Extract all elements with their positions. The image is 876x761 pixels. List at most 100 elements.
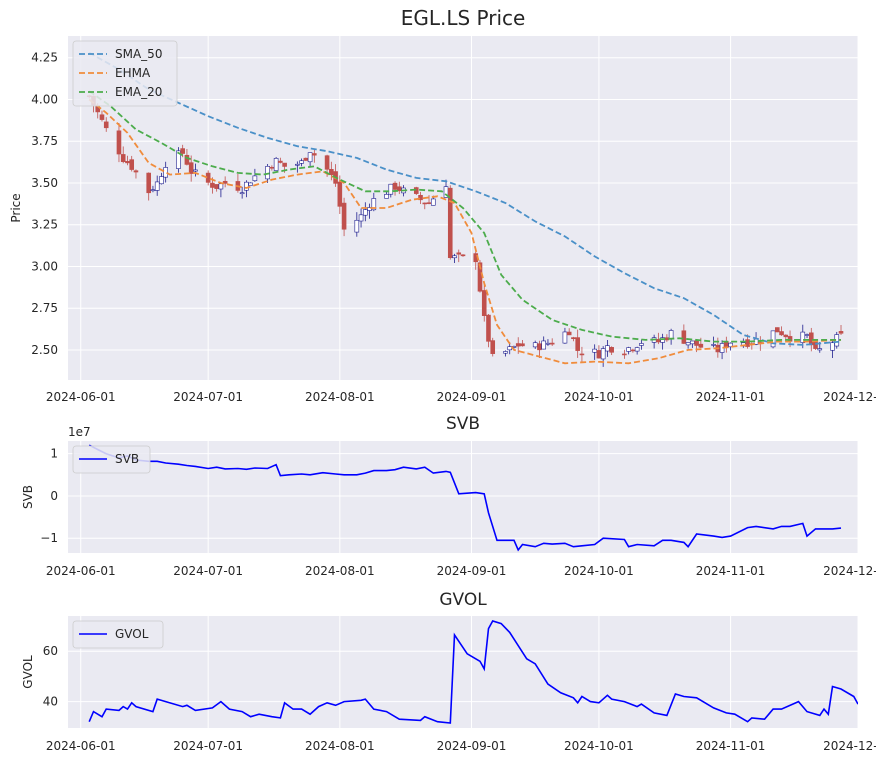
candle-body: [503, 351, 508, 354]
candle-body: [634, 347, 640, 352]
gvol-legend: GVOL: [72, 620, 164, 649]
candle-body: [817, 348, 823, 351]
gvol-x-tick-label: 2024-06-01: [46, 739, 116, 753]
candle-body: [303, 157, 309, 161]
gvol-x-tick-label: 2024-12-01: [823, 739, 876, 753]
candle-body: [159, 176, 164, 185]
candle-body: [541, 340, 546, 350]
candle-body: [486, 314, 491, 342]
candle-body: [324, 155, 330, 170]
candle-body: [698, 343, 704, 348]
candle-body: [804, 334, 810, 336]
gvol-x-tick-label: 2024-08-01: [305, 739, 375, 753]
price-x-tick-label: 2024-11-01: [696, 390, 766, 404]
candle-body: [481, 290, 487, 316]
candle-body: [244, 181, 249, 191]
gvol-y-axis-label: GVOL: [21, 655, 35, 689]
candle-body: [218, 183, 224, 190]
candle-body: [125, 161, 130, 164]
candlestick-group: [86, 94, 844, 367]
candle-body: [507, 346, 513, 351]
candle-body: [193, 169, 198, 172]
candle-body: [146, 172, 151, 194]
candle-body: [150, 189, 156, 192]
gvol-y-tick-label: 60: [43, 644, 58, 658]
gvol-plot-area: [68, 616, 858, 728]
gvol-x-tick-label: 2024-07-01: [173, 739, 243, 753]
series-line-ehma: [88, 98, 842, 365]
series-line-svb: [88, 444, 842, 552]
candle-body: [384, 194, 389, 199]
candle-body: [596, 350, 602, 359]
gvol-panel: 2024-06-01 2024-07-01 2024-08-01 2024-09-01…: [21, 590, 876, 753]
candle-body: [273, 158, 279, 171]
candle-body: [248, 182, 253, 186]
price-y-tick-label: 2.50: [31, 343, 58, 357]
candle-body: [337, 181, 343, 207]
candle-body: [639, 343, 644, 346]
candle-body: [600, 348, 606, 360]
candle-body: [269, 166, 275, 169]
price-y-tick-label: 3.25: [31, 218, 58, 232]
candle-body: [129, 159, 135, 170]
candle-body: [545, 342, 551, 345]
candle-body: [278, 160, 283, 163]
candle-body: [775, 327, 780, 333]
price-x-tick-label: 2024-12-01: [823, 390, 876, 404]
candle-body: [605, 345, 610, 352]
candle-body: [210, 182, 215, 188]
svb-y-tick-label: −1: [40, 531, 58, 545]
candle-body: [630, 349, 636, 352]
price-y-tick-label: 2.75: [31, 301, 58, 315]
candle-body: [460, 254, 466, 257]
candle-body: [520, 343, 525, 347]
svb-scale-label: 1e7: [68, 425, 91, 439]
candle-body: [592, 348, 597, 353]
price-y-tick-label: 3.50: [31, 176, 58, 190]
candle-body: [354, 219, 360, 233]
price-panel: 2024-06-01 2024-07-01 2024-08-01 2024-09-01…: [9, 6, 876, 404]
candle-body: [770, 330, 776, 348]
candle-body: [830, 342, 835, 351]
price-y-tick-label: 3.75: [31, 134, 58, 148]
candle-body: [452, 255, 457, 259]
legend-label-ema_20: EMA_20: [115, 85, 162, 99]
candle-body: [685, 342, 691, 346]
candle-body: [307, 152, 313, 163]
candle-body: [418, 194, 423, 201]
candle-body: [430, 198, 436, 206]
candle-body: [180, 148, 185, 154]
gvol-legend-box: [72, 620, 164, 649]
legend-label-svb: SVB: [115, 452, 139, 466]
candle-body: [282, 162, 287, 167]
candle-body: [745, 339, 750, 347]
svb-legend: SVB: [72, 445, 151, 474]
candle-body: [239, 192, 245, 195]
price-title: EGL.LS Price: [401, 6, 526, 30]
candle-body: [252, 175, 258, 182]
candle-body: [184, 154, 190, 165]
svb-x-tick-label: 2024-10-01: [564, 564, 634, 578]
candle-body: [426, 202, 432, 204]
gvol-y-tick-label: 40: [43, 695, 58, 709]
candle-body: [571, 337, 576, 340]
candle-body: [532, 342, 538, 348]
candle-body: [622, 353, 627, 356]
svb-x-tick-label: 2024-08-01: [305, 564, 375, 578]
candle-body: [133, 170, 139, 173]
price-y-tick-label: 4.25: [31, 51, 58, 65]
price-x-tick-label: 2024-06-01: [46, 390, 116, 404]
candle-body: [490, 340, 496, 354]
price-legend: SMA_50 EHMA EMA_20: [72, 40, 178, 107]
candle-body: [779, 331, 784, 336]
candle-body: [566, 331, 572, 336]
candle-body: [681, 330, 687, 344]
candle-body: [447, 187, 453, 259]
legend-label-ehma: EHMA: [115, 66, 151, 80]
candle-body: [341, 202, 347, 230]
candle-body: [154, 181, 160, 191]
legend-label-gvol: GVOL: [115, 627, 149, 641]
svb-x-tick-label: 2024-09-01: [437, 564, 507, 578]
price-x-tick-label: 2024-10-01: [564, 390, 634, 404]
svb-x-tick-label: 2024-12-01: [823, 564, 876, 578]
